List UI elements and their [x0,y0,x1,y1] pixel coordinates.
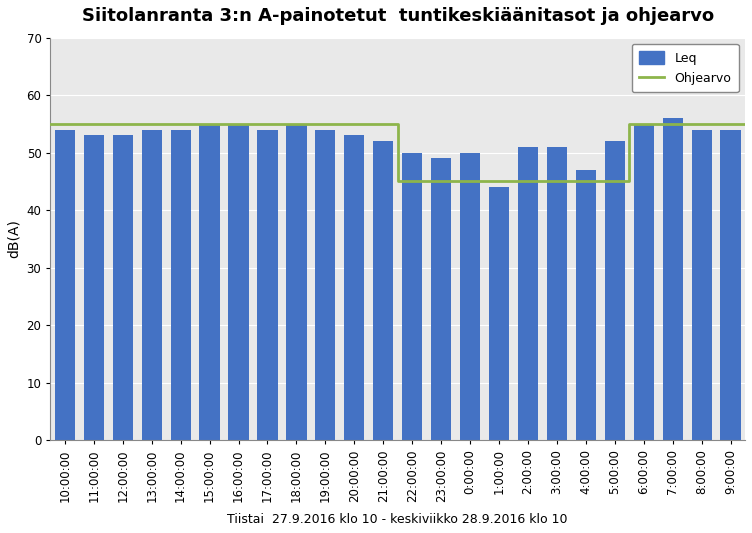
Title: Siitolanranta 3:n A-painotetut  tuntikeskiäänitasot ja ohjearvo: Siitolanranta 3:n A-painotetut tuntikesk… [82,7,714,25]
Bar [373,141,393,440]
Bar [287,124,307,440]
Legend: Leq, Ohjearvo: Leq, Ohjearvo [632,44,738,92]
Bar [634,124,654,440]
X-axis label: Tiistai  27.9.2016 klo 10 - keskiviikko 28.9.2016 klo 10: Tiistai 27.9.2016 klo 10 - keskiviikko 2… [227,513,568,526]
Bar [605,141,625,440]
Bar [315,130,335,440]
Bar [113,135,133,440]
Bar [257,130,277,440]
Bar [199,124,220,440]
Bar [692,130,712,440]
Bar [547,147,567,440]
Bar [171,130,191,440]
Bar [229,124,249,440]
Bar [431,158,451,440]
Bar [518,147,538,440]
Bar [720,130,741,440]
Y-axis label: dB(A): dB(A) [7,220,21,259]
Bar [55,130,75,440]
Bar [663,118,683,440]
Bar [83,135,104,440]
Bar [576,170,596,440]
Bar [344,135,365,440]
Bar [460,152,481,440]
Bar [402,152,423,440]
Bar [141,130,162,440]
Bar [489,187,509,440]
